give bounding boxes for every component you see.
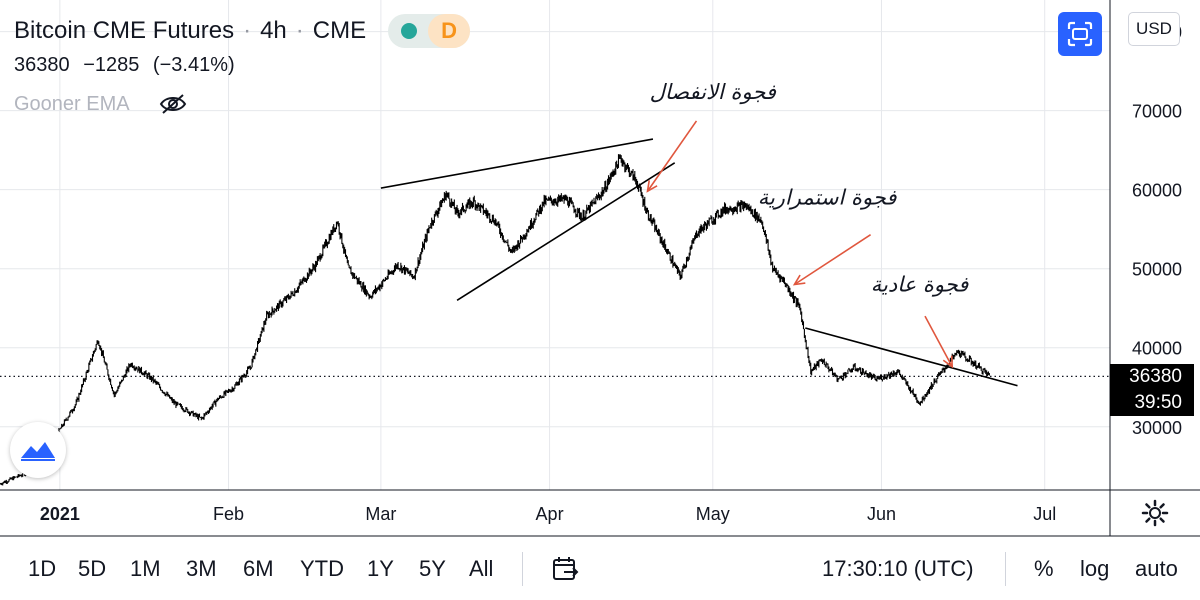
y-tick-label: 50000 <box>1132 260 1182 280</box>
fullscreen-button[interactable] <box>1058 12 1102 56</box>
trendline-group[interactable] <box>380 138 1018 387</box>
trendline-wedge-lower[interactable] <box>456 162 676 301</box>
go-to-date-icon[interactable] <box>550 554 580 584</box>
range-ytd-button[interactable]: YTD <box>300 556 344 581</box>
annotation-arrow <box>793 234 872 286</box>
interval-label[interactable]: 4h <box>260 17 287 44</box>
annotation-arrowhead <box>942 355 954 369</box>
exchange-label: CME <box>312 17 367 44</box>
bottom-toolbar <box>0 536 1200 600</box>
candle-series[interactable] <box>0 154 990 486</box>
axes: 3000040000500006000070000800002021FebMar… <box>0 0 1200 537</box>
x-tick-label: Apr <box>536 504 564 524</box>
chart-header: Bitcoin CME Futures · 4h · CME D <box>14 14 471 48</box>
delayed-data-badge: D <box>428 14 471 48</box>
trendline-triangle-upper[interactable] <box>805 327 1018 387</box>
symbol-title[interactable]: Bitcoin CME Futures <box>14 17 235 44</box>
range-5y-button[interactable]: 5Y <box>419 556 446 581</box>
annotation-label[interactable]: فجوة استمرارية <box>758 186 898 211</box>
fullscreen-icon <box>1067 21 1093 47</box>
toolbar-divider <box>522 552 523 586</box>
auto-scale-button[interactable]: auto <box>1135 556 1178 581</box>
indicator-legend[interactable]: Gooner EMA <box>14 92 188 116</box>
bar-countdown: 39:50 <box>1134 392 1182 413</box>
y-tick-label: 60000 <box>1132 181 1182 201</box>
price-readout: 36380 −1285 (−3.41%) <box>14 54 243 77</box>
annotation-group[interactable]: فجوة الانفصال فجوة استمرارية فجوة عادية <box>646 80 970 369</box>
utc-clock[interactable]: 17:30:10 (UTC) <box>822 556 974 581</box>
trendline-wedge-upper[interactable] <box>380 138 654 189</box>
settings-gear-icon[interactable] <box>1140 498 1170 528</box>
market-status-badge[interactable]: D <box>388 14 471 48</box>
x-tick-label: 2021 <box>40 504 80 524</box>
last-price-value: 36380 <box>1129 366 1182 387</box>
annotation-label[interactable]: فجوة عادية <box>871 273 969 298</box>
percent-scale-button[interactable]: % <box>1034 556 1054 581</box>
log-scale-button[interactable]: log <box>1080 556 1110 581</box>
range-5d-button[interactable]: 5D <box>78 556 107 581</box>
annotation-label[interactable]: فجوة الانفصال <box>650 80 777 105</box>
range-6m-button[interactable]: 6M <box>243 556 274 581</box>
y-tick-label: 70000 <box>1132 102 1182 122</box>
chart-grid <box>0 0 1110 490</box>
x-tick-label: Mar <box>365 504 396 524</box>
annotation-arrow <box>924 315 953 368</box>
currency-button[interactable]: USD <box>1128 12 1180 46</box>
last-price: 36380 <box>14 54 70 76</box>
toolbar-divider <box>1005 552 1006 586</box>
cloud-logo-icon <box>21 442 55 461</box>
x-tick-label: May <box>696 504 730 524</box>
eye-hidden-icon[interactable] <box>158 92 188 116</box>
last-price-label: 36380 39:50 <box>1110 364 1194 416</box>
title-separator: · <box>295 17 304 44</box>
annotation-arrowhead <box>792 274 806 286</box>
annotation-arrow <box>646 120 698 192</box>
price-change-percent: (−3.41%) <box>152 54 235 76</box>
title-separator: · <box>243 17 252 44</box>
tradingview-logo[interactable] <box>10 422 66 478</box>
y-tick-label: 40000 <box>1132 339 1182 359</box>
x-tick-label: Jun <box>867 504 896 524</box>
range-3m-button[interactable]: 3M <box>186 556 217 581</box>
price-change: −1285 <box>83 54 140 76</box>
market-open-icon <box>401 23 418 39</box>
annotation-arrowhead <box>646 180 658 193</box>
y-tick-label: 30000 <box>1132 418 1182 438</box>
indicator-name[interactable]: Gooner EMA <box>14 92 130 115</box>
range-all-button[interactable]: All <box>469 556 494 581</box>
range-1m-button[interactable]: 1M <box>130 556 161 581</box>
x-tick-label: Jul <box>1033 504 1056 524</box>
range-1y-button[interactable]: 1Y <box>367 556 394 581</box>
range-1d-button[interactable]: 1D <box>28 556 57 581</box>
x-tick-label: Feb <box>213 504 244 524</box>
